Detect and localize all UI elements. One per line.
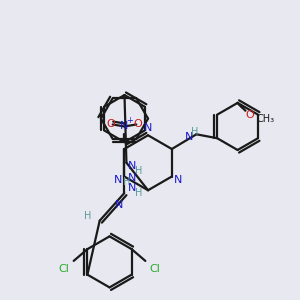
Text: N: N bbox=[115, 200, 124, 210]
Text: N: N bbox=[144, 123, 152, 134]
Text: H: H bbox=[84, 211, 92, 221]
Text: N: N bbox=[128, 173, 136, 184]
Text: H: H bbox=[135, 188, 142, 198]
Text: O: O bbox=[134, 119, 142, 130]
Text: N: N bbox=[114, 175, 122, 185]
Text: H: H bbox=[123, 177, 130, 188]
Text: N: N bbox=[120, 122, 129, 131]
Text: +: + bbox=[126, 116, 133, 125]
Text: H: H bbox=[135, 166, 142, 176]
Text: H: H bbox=[191, 127, 199, 137]
Text: N: N bbox=[185, 132, 193, 142]
Text: N: N bbox=[174, 175, 182, 185]
Text: Cl: Cl bbox=[58, 264, 69, 274]
Text: O: O bbox=[106, 119, 115, 130]
Text: O: O bbox=[245, 110, 254, 120]
Text: N: N bbox=[128, 161, 136, 171]
Text: CH₃: CH₃ bbox=[256, 114, 274, 124]
Text: N: N bbox=[128, 183, 136, 193]
Text: Cl: Cl bbox=[150, 264, 160, 274]
